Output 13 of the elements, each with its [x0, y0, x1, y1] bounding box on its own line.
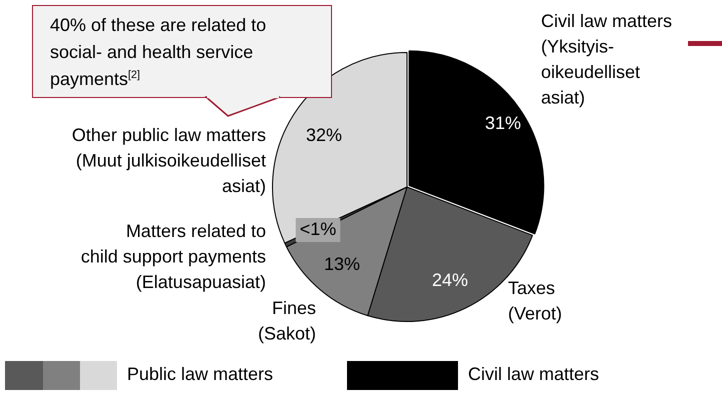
slice-label: Other public law matters (Muut julkisoikeudelliset asiat) [72, 124, 266, 196]
text: Civil law matters [468, 364, 600, 385]
slice-label: Matters related to child support payments (Elatusapuasiat) [80, 220, 266, 292]
text: Public law matters [127, 364, 274, 385]
text: 40% of these are related to social- and health service payments$^{[2]}$ [32, 5, 332, 98]
data-label: 13% [324, 254, 360, 274]
slice-label: Civil law matters (Yksityis- oikeudelliset asiat) [541, 10, 672, 108]
slice-label: Taxes (Verot) [508, 278, 562, 324]
data-label: 24% [432, 270, 468, 290]
data-label: 32% [306, 124, 342, 145]
data-label: <1% [300, 218, 336, 239]
data-label: 31% [484, 112, 522, 133]
slice-label: Fines (Sakot) [258, 298, 316, 344]
